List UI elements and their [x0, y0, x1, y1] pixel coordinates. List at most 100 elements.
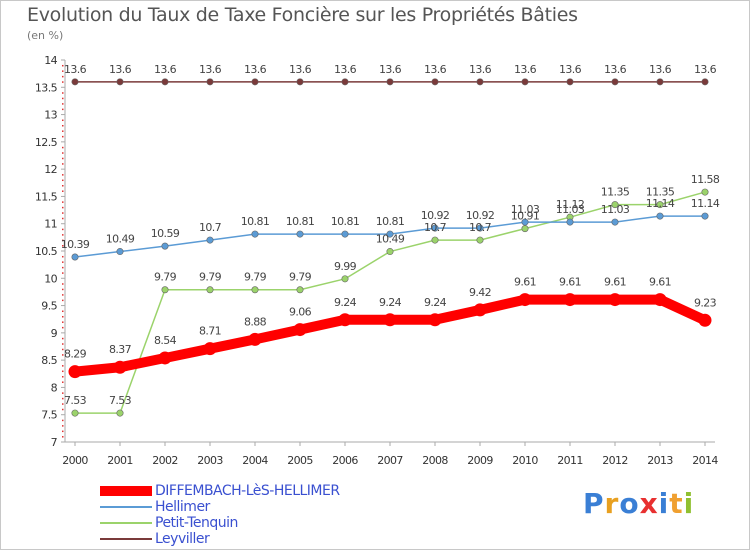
y-minor-tick: [62, 239, 64, 242]
data-point: [296, 230, 304, 238]
y-tick-label: 10.5: [35, 245, 58, 258]
data-label: 9.61: [649, 276, 671, 289]
data-label: 10.39: [61, 238, 90, 251]
data-label: 7.53: [64, 394, 87, 407]
y-minor-tick: [62, 348, 64, 351]
y-tick-label: 9.5: [41, 300, 57, 313]
data-label: 9.42: [469, 286, 491, 299]
data-label: 10.7: [424, 221, 447, 234]
data-label: 13.6: [379, 63, 402, 76]
x-tick-label: 2001: [107, 454, 133, 467]
logo-letter: r: [604, 487, 620, 520]
y-minor-tick: [62, 228, 64, 231]
data-label: 9.24: [424, 296, 447, 309]
data-label: 13.6: [109, 63, 132, 76]
data-label: 10.92: [421, 209, 450, 222]
y-minor-tick: [62, 288, 64, 291]
data-label: 8.88: [244, 315, 267, 328]
y-minor-tick: [62, 403, 64, 405]
y-minor-tick: [62, 119, 64, 122]
data-point: [653, 293, 667, 307]
y-minor-tick: [62, 217, 64, 220]
proxiti-logo: Proxiti: [583, 487, 694, 520]
data-point: [206, 236, 214, 244]
y-minor-tick: [62, 201, 64, 203]
data-label: 8.29: [64, 348, 87, 361]
data-point: [161, 78, 169, 86]
x-tick-label: 2010: [512, 454, 538, 467]
data-point: [338, 313, 352, 327]
legend-label: Leyviller: [155, 531, 210, 547]
legend-swatch-diffembach: [100, 486, 152, 496]
data-point: [656, 201, 664, 209]
data-label: 9.79: [199, 271, 222, 284]
x-tick-label: 2000: [62, 454, 88, 467]
data-label: 7.53: [109, 394, 132, 407]
legend-swatch-leyviller: [100, 538, 152, 540]
data-point: [158, 351, 172, 365]
data-point: [386, 230, 394, 238]
y-minor-tick: [62, 135, 64, 138]
logo-letter: o: [619, 487, 640, 520]
y-minor-tick: [62, 152, 64, 154]
data-label: 13.6: [469, 63, 492, 76]
data-label: 8.71: [199, 325, 221, 338]
x-tick-label: 2003: [197, 454, 223, 467]
data-label: 13.6: [289, 63, 312, 76]
data-label: 9.24: [334, 296, 357, 309]
data-label: 11.03: [556, 203, 585, 216]
y-tick-label: 13.5: [35, 81, 58, 94]
x-tick-label: 2009: [467, 454, 493, 467]
data-label: 13.6: [424, 63, 447, 76]
y-minor-tick: [62, 212, 64, 214]
data-point: [521, 225, 529, 233]
data-label: 9.61: [604, 276, 626, 289]
data-point: [71, 253, 79, 261]
data-label: 10.81: [331, 215, 360, 228]
data-label: 9.79: [244, 271, 267, 284]
data-point: [608, 293, 622, 307]
y-tick-label: 14: [44, 54, 57, 67]
data-point: [206, 286, 214, 294]
data-label: 10.91: [511, 210, 540, 223]
data-point: [701, 78, 709, 86]
data-point: [611, 201, 619, 209]
data-point: [698, 313, 712, 327]
data-point: [476, 224, 484, 232]
data-label: 10.7: [199, 221, 222, 234]
series-lines: [70, 81, 710, 414]
y-tick-label: 10: [44, 272, 57, 285]
y-minor-tick: [62, 97, 64, 100]
data-label: 11.14: [646, 197, 675, 210]
y-minor-tick: [62, 255, 64, 258]
data-point: [296, 286, 304, 294]
data-point: [203, 342, 217, 356]
y-minor-tick: [62, 343, 64, 345]
y-minor-tick: [62, 315, 64, 318]
y-minor-tick: [62, 124, 64, 127]
data-point: [431, 78, 439, 86]
data-point: [476, 236, 484, 244]
y-minor-tick: [62, 179, 64, 182]
y-minor-tick: [62, 370, 64, 373]
x-tick-label: 2007: [377, 454, 403, 467]
data-label: 13.6: [154, 63, 177, 76]
data-label: 11.12: [556, 198, 585, 211]
series-points: [68, 78, 712, 417]
axes: 7 7.5 8 8.5 9 9.5 10 10.5 11 11.5 12 12.5 13 13.5 14 20…: [35, 54, 719, 467]
logo-letter: i: [683, 487, 695, 520]
data-label: 11.03: [601, 203, 630, 216]
data-point: [431, 224, 439, 232]
data-label: 8.37: [109, 343, 132, 356]
y-tick-label: 11.5: [35, 190, 58, 203]
data-point: [113, 360, 127, 374]
y-minor-tick: [62, 272, 64, 274]
legend-label: Petit-Tenquin: [155, 515, 238, 531]
y-tick-label: 7.5: [41, 409, 57, 422]
y-minor-tick: [62, 321, 64, 323]
data-label: 9.61: [559, 276, 581, 289]
data-label: 9.24: [379, 296, 402, 309]
x-tick-label: 2008: [422, 454, 448, 467]
y-minor-tick: [62, 146, 64, 149]
